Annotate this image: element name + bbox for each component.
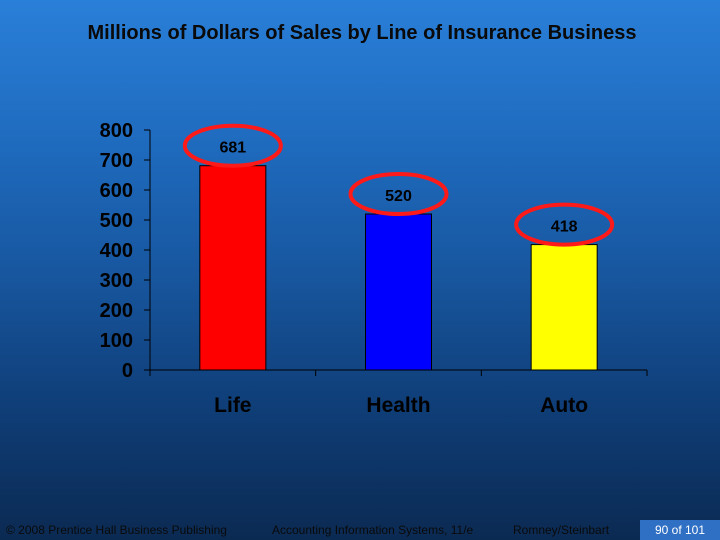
y-tick-label: 700 (100, 150, 133, 172)
data-label: 681 (219, 140, 246, 157)
category-label-life: Life (214, 394, 251, 417)
bar-auto (530, 244, 598, 371)
slide-number: 90 of 101 (640, 520, 720, 540)
data-label: 418 (551, 219, 578, 236)
data-label: 520 (385, 188, 412, 205)
y-tick-label: 300 (100, 270, 133, 292)
bar-health (365, 213, 432, 371)
y-tick-label: 600 (100, 180, 133, 202)
highlight-circle (514, 202, 615, 247)
category-label-auto: Auto (540, 394, 588, 417)
footer-bar: © 2008 Prentice Hall Business Publishing… (0, 520, 720, 540)
footer-authors: Romney/Steinbart (513, 523, 610, 537)
highlight-circle (182, 123, 283, 168)
footer-copyright: © 2008 Prentice Hall Business Publishing (6, 523, 227, 537)
y-tick-label: 400 (100, 240, 133, 262)
highlight-circle (348, 172, 449, 216)
y-tick-label: 200 (100, 300, 133, 322)
y-tick-label: 100 (100, 330, 133, 352)
y-tick-label: 800 (100, 120, 133, 142)
y-tick-label: 0 (122, 360, 133, 382)
chart-title: Millions of Dollars of Sales by Line of … (87, 22, 637, 44)
bar-life (199, 165, 267, 371)
y-tick-label: 500 (100, 210, 133, 232)
bar-chart: 0 100 200 300 400 500 600 700 800 681 Life 520 Healt… (100, 120, 648, 417)
footer-book-title: Accounting Information Systems, 11/e (272, 523, 474, 537)
category-label-health: Health (366, 394, 430, 417)
